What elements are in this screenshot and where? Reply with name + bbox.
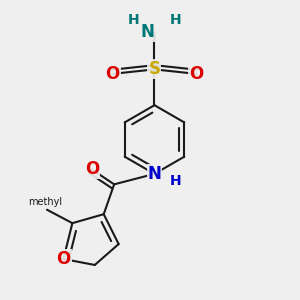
Text: H: H — [128, 13, 140, 27]
Text: methyl: methyl — [28, 197, 62, 207]
Text: O: O — [56, 250, 70, 268]
Text: H: H — [169, 13, 181, 27]
Text: O: O — [189, 65, 203, 83]
Text: S: S — [148, 60, 160, 78]
Text: O: O — [106, 65, 120, 83]
Text: N: N — [140, 23, 154, 41]
Text: H: H — [169, 174, 181, 188]
Text: N: N — [148, 165, 161, 183]
Text: O: O — [85, 160, 99, 178]
